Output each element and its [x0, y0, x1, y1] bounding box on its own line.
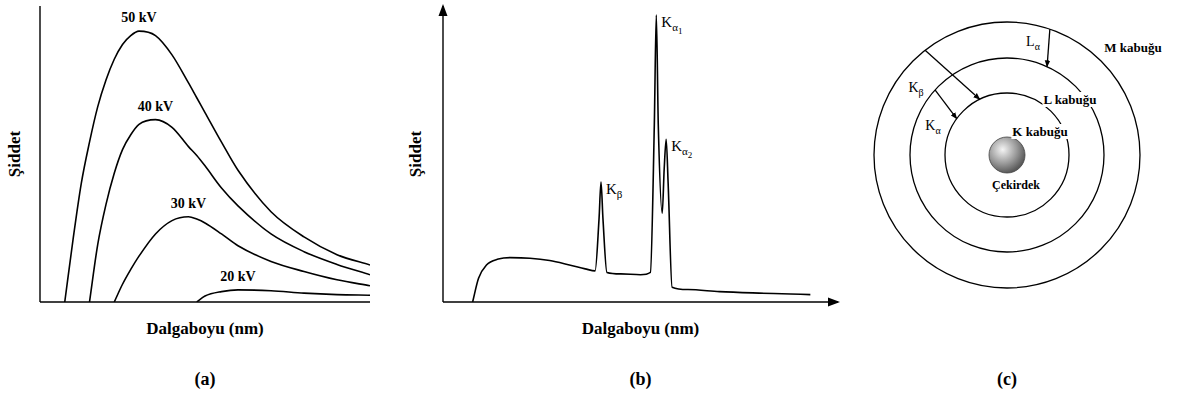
shell-label: M kabuğu [1104, 40, 1161, 55]
series-label: 30 kV [171, 196, 206, 211]
peak-label: Kβ [606, 181, 623, 200]
x-axis-title: Dalgaboyu (nm) [146, 319, 264, 338]
transition-label-sub: α [935, 125, 941, 136]
peak-label-subsub: 1 [678, 26, 683, 36]
panel-title: (a) [195, 369, 216, 390]
marks [473, 15, 811, 302]
nucleus-label: Çekirdek [992, 178, 1040, 192]
transition-label-sub: α [1035, 41, 1041, 52]
panel-1: Şiddet Dalgaboyu (nm) (b) Kβ Kα1 Kα2 [406, 4, 840, 390]
x-axis [443, 301, 838, 302]
peak-label: Kα2 [671, 138, 692, 160]
peak-label-base: K [661, 14, 672, 30]
transition-label-base: L [1026, 34, 1035, 49]
label-ground [1011, 124, 1068, 139]
peak-label: Kα1 [661, 14, 682, 36]
transition-arrow [935, 90, 957, 119]
panel-title: (c) [997, 369, 1017, 390]
label-ground [991, 178, 1041, 192]
nucleus [989, 137, 1025, 173]
panel-title: (b) [630, 369, 652, 390]
label-ground [1042, 92, 1097, 107]
transition-arrow [925, 50, 980, 99]
series-line [473, 15, 811, 302]
series-line [114, 217, 370, 302]
peak-label-base: K [671, 138, 682, 154]
series-label: 50 kV [121, 10, 156, 25]
shell-circle [945, 93, 1069, 217]
x-axis-arrow [828, 298, 840, 307]
transition-label: Kβ [908, 80, 923, 98]
series-label: 40 kV [138, 99, 173, 114]
y-axis-title: Şiddet [5, 131, 24, 178]
series-line [197, 290, 370, 302]
figure: Şiddet Dalgaboyu (nm) (a) 50 kV 40 kV 30 kV 20… [0, 0, 1179, 398]
transition-arrow [1047, 29, 1050, 67]
y-axis-title: Şiddet [406, 131, 425, 178]
panel-0: Şiddet Dalgaboyu (nm) (a) 50 kV 40 kV 30 kV 20… [5, 6, 370, 390]
series-line [65, 31, 370, 302]
shell-circle [874, 22, 1140, 288]
y-axis [442, 6, 443, 302]
transition-label-base: K [925, 118, 935, 133]
x-axis-title: Dalgaboyu (nm) [582, 319, 700, 338]
series-line [90, 120, 371, 302]
label-ground [1103, 40, 1162, 55]
atom-diagram: KαKβLαK kabuğuL kabuğuM kabuğuÇekirdek(c… [874, 22, 1163, 390]
transition-label-base: K [908, 80, 918, 95]
shell-circle [910, 58, 1104, 252]
shell-label: K kabuğu [1012, 124, 1067, 139]
peak-label-subsub: 2 [688, 150, 693, 160]
marks [65, 31, 370, 302]
peak-label-sub: β [617, 188, 623, 200]
peak-label-base: K [606, 181, 617, 197]
shell-label: L kabuğu [1043, 92, 1096, 107]
series-label: 20 kV [220, 269, 255, 284]
transition-label: Lα [1026, 34, 1041, 52]
transition-label: Kα [925, 118, 941, 136]
y-axis [39, 6, 40, 302]
transition-label-sub: β [919, 87, 924, 98]
y-axis-arrow [439, 4, 448, 16]
